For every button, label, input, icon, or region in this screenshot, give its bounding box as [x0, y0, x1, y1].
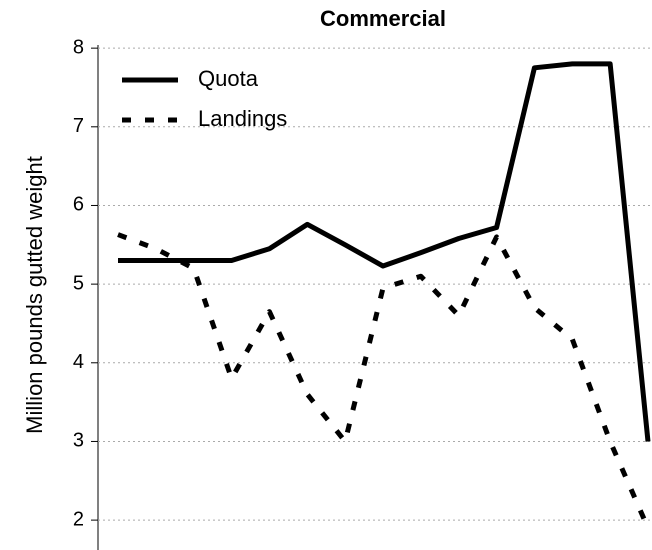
series-line — [117, 232, 651, 529]
y-tick-label: 5 — [73, 272, 84, 294]
y-tick-label: 6 — [73, 194, 84, 216]
legend-label: Quota — [198, 66, 259, 91]
y-tick-label: 8 — [73, 36, 84, 58]
y-axis-label: Million pounds gutted weight — [22, 156, 47, 434]
y-tick-label: 7 — [73, 115, 84, 137]
y-tick-label: 4 — [73, 351, 84, 373]
chart-title: Commercial — [320, 6, 446, 31]
series-line — [118, 61, 651, 442]
y-tick-label: 3 — [73, 430, 84, 452]
legend-label: Landings — [198, 106, 287, 131]
y-tick-label: 2 — [73, 508, 84, 530]
